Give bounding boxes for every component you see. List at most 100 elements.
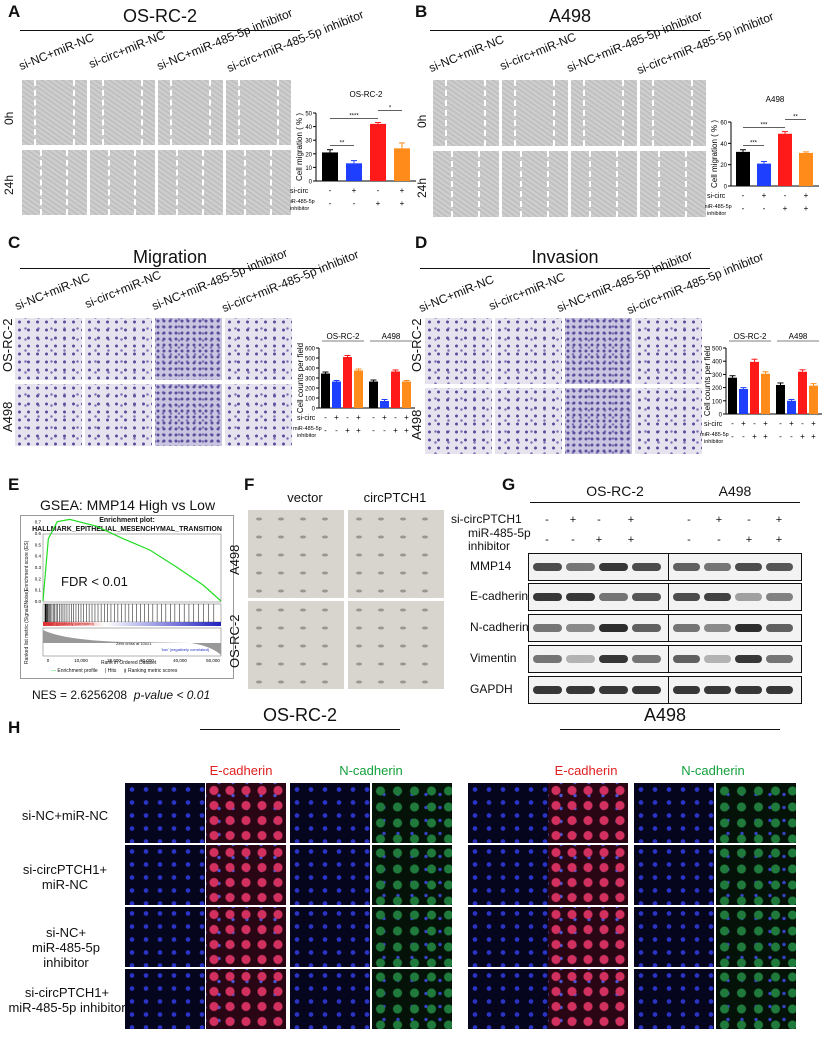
treat-sign: -: [790, 432, 793, 441]
panel-a-row-24h: 24h: [2, 174, 16, 195]
gsea-plot-title: Enrichment plot:: [99, 517, 155, 524]
gsea-es-tick: 0.4: [35, 554, 42, 559]
panel-f-label: F: [244, 475, 255, 494]
panel-b-label: B: [415, 2, 428, 21]
y-axis-label: Cell migration ( % ): [295, 113, 304, 181]
panel-h-if-r1c6: [548, 783, 628, 843]
panel-g-blot-a498-5: [668, 676, 802, 704]
panel-g-sign-g2-r2-c3: +: [745, 534, 753, 546]
panel-a-wound-edge-1: [33, 80, 36, 145]
treat-inhib-label: inhibitor: [290, 206, 309, 212]
treat-sign: -: [372, 426, 375, 435]
panel-h-if-r3c4: [372, 907, 452, 967]
treat-sign: -: [801, 419, 804, 428]
sig-label: *: [389, 106, 392, 112]
panel-g-protein-2: E-cadherin: [470, 589, 529, 603]
panel-g-sign-g1-r1-c1: -: [545, 514, 549, 526]
treat-sicirc-label: si-circ: [290, 188, 309, 195]
panel-h-if-r4c4: [372, 969, 452, 1029]
western-band: [566, 593, 595, 601]
bar: [750, 361, 759, 414]
panel-g-group1: OS-RC-2: [586, 483, 644, 499]
western-band: [533, 655, 562, 663]
treat-sign: -: [742, 204, 745, 213]
panel-c-row-osrc2: OS-RC-2: [0, 318, 15, 372]
treat-sign: +: [376, 199, 381, 208]
y-tick-label: 500: [305, 357, 316, 363]
panel-a-wound-edge-2: [208, 80, 211, 145]
panel-g-sign-g1-r2-c2: -: [571, 534, 575, 546]
panel-d-tile-r1c3: [565, 318, 632, 384]
gsea-x-tick: 30,000: [140, 658, 154, 663]
western-band: [673, 593, 700, 601]
panel-c-tile-r2c3: [155, 384, 222, 446]
panel-a-wound-edge-2: [134, 150, 137, 215]
western-band: [704, 655, 731, 663]
bar: [343, 357, 352, 408]
gsea-neg-note: 'low' (negatively correlated): [161, 647, 210, 652]
panel-h-if-r1c2: [206, 783, 286, 843]
panel-d-tile-r1c1: [425, 318, 492, 384]
panel-c-label: C: [8, 233, 21, 252]
y-tick-label: 20: [305, 152, 312, 158]
panel-h-if-r2c3: [290, 845, 370, 905]
panel-h-row3: si-NC+ miR-485-5p inhibitor: [32, 925, 100, 970]
treat-mir-label: miR-485-5p: [293, 426, 322, 432]
treat-sign: +: [356, 413, 361, 422]
panel-h-if-r3c3: [290, 907, 370, 967]
panel-g-sign-g2-r2-c4: +: [775, 534, 783, 546]
gsea-es-tick: 0.2: [35, 576, 42, 581]
panel-d-row-a498: A498: [409, 409, 424, 440]
treat-sign: -: [394, 413, 397, 422]
panel-g-protein-1: MMP14: [470, 559, 512, 573]
panel-h-if-r3c1: [125, 907, 205, 967]
gsea-fdr: FDR < 0.01: [61, 574, 128, 589]
panel-b-tile-r1c4: [640, 80, 706, 146]
western-band: [735, 593, 762, 601]
y-tick-label: 400: [305, 367, 316, 373]
chart-title: A498: [766, 95, 785, 104]
panel-c-tile-r2c1: [15, 384, 82, 446]
panel-g-sign-g2-r2-c1: -: [687, 534, 691, 546]
panel-h-if-r3c6: [548, 907, 628, 967]
sig-label: ****: [349, 114, 359, 120]
panel-g-protein-5: GAPDH: [470, 682, 513, 696]
treat-sign: -: [329, 199, 332, 208]
panel-f-row-osrc2: OS-RC-2: [227, 614, 242, 668]
treat-sign: +: [763, 432, 768, 441]
panel-a-tile-r2c4: [226, 150, 291, 215]
panel-b-row-0h: 0h: [415, 114, 429, 128]
y-tick-label: 0: [724, 185, 728, 191]
bar: [354, 370, 363, 408]
gsea-legend-metric: Ranking metric scores: [127, 668, 178, 674]
gsea-es-tick: 0.1: [35, 588, 42, 593]
bar: [380, 401, 389, 408]
treat-inhib-label: inhibitor: [707, 211, 726, 217]
gsea-legend-profile: Enrichment profile: [57, 668, 98, 674]
gsea-zero-note: Zero cross at 10021: [116, 641, 152, 646]
y-tick-label: 0: [719, 413, 723, 419]
panel-h-if-r3c2: [206, 907, 286, 967]
panel-g-blot-osrc2-2: [528, 583, 670, 611]
treat-sign: +: [352, 186, 357, 195]
panel-a-tile-r1c4: [226, 80, 291, 145]
panel-b-rule: [430, 30, 710, 31]
treat-sign: -: [742, 432, 745, 441]
y-tick-label: 100: [305, 397, 316, 403]
panel-f-osrc2-vector: [248, 601, 344, 689]
treat-sign: +: [393, 426, 398, 435]
panel-g-label: G: [502, 475, 516, 494]
y-tick-label: 10: [305, 166, 312, 172]
panel-g-sign-g2-r1-c1: -: [687, 514, 691, 526]
western-band: [766, 655, 793, 663]
panel-h-if-r4c3: [290, 969, 370, 1029]
panel-g-blot-a498-1: [668, 553, 802, 581]
panel-h-if-r4c7: [634, 969, 714, 1029]
panel-h-label: H: [8, 718, 21, 737]
panel-h-stain2-a: N-cadherin: [339, 763, 403, 778]
gsea-geneset: HALLMARK_EPITHELIAL_MESENCHYMAL_TRANSITI…: [32, 526, 222, 533]
panel-b-row-24h: 24h: [415, 177, 429, 198]
panel-a-wound-edge-2: [270, 150, 273, 215]
panel-d-title: Invasion: [531, 247, 599, 267]
panel-a-tile-r1c2: [90, 80, 155, 145]
